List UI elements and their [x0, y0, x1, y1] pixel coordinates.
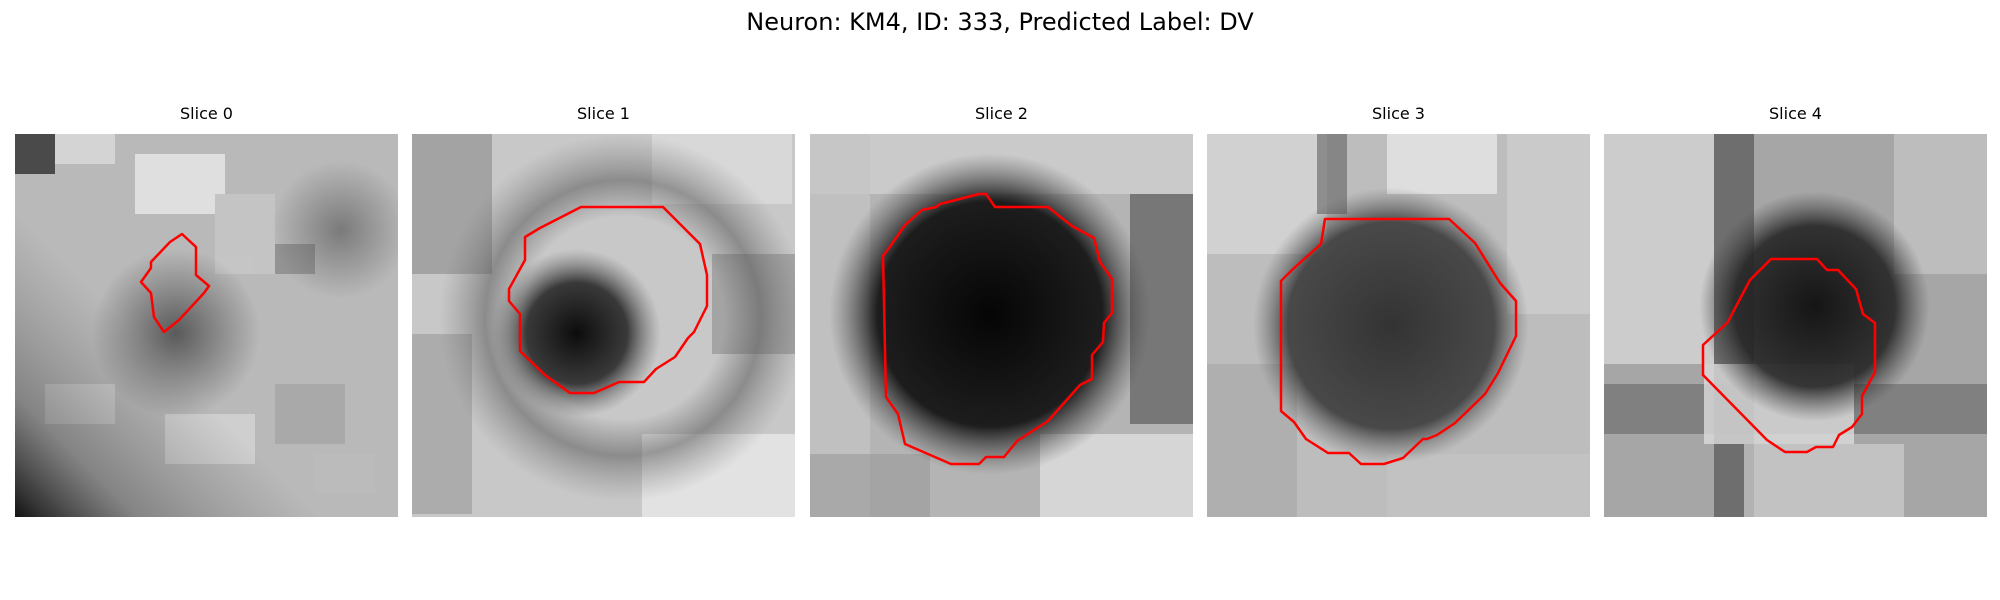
roi-contour: [507, 205, 709, 395]
roi-contour: [1279, 217, 1518, 466]
slice-panel-0: Slice 0: [15, 104, 398, 517]
slice-panel-2: Slice 2: [810, 104, 1193, 517]
figure-title: Neuron: KM4, ID: 333, Predicted Label: D…: [746, 8, 1254, 36]
slice-title: Slice 3: [1372, 104, 1425, 123]
slice-title: Slice 4: [1769, 104, 1822, 123]
slice-panel-4: Slice 4: [1604, 104, 1987, 517]
slice-panel-1: Slice 1: [412, 104, 795, 517]
microscopy-slice-image: [810, 134, 1193, 517]
roi-contour: [1701, 257, 1877, 454]
roi-contour: [881, 192, 1114, 466]
microscopy-slice-image: [1207, 134, 1590, 517]
roi-contour: [139, 232, 211, 334]
microscopy-slice-image: [1604, 134, 1987, 517]
slice-title: Slice 2: [975, 104, 1028, 123]
slice-panel-3: Slice 3: [1207, 104, 1590, 517]
slice-title: Slice 1: [577, 104, 630, 123]
microscopy-slice-image: [15, 134, 398, 517]
microscopy-slice-image: [412, 134, 795, 517]
slice-title: Slice 0: [180, 104, 233, 123]
